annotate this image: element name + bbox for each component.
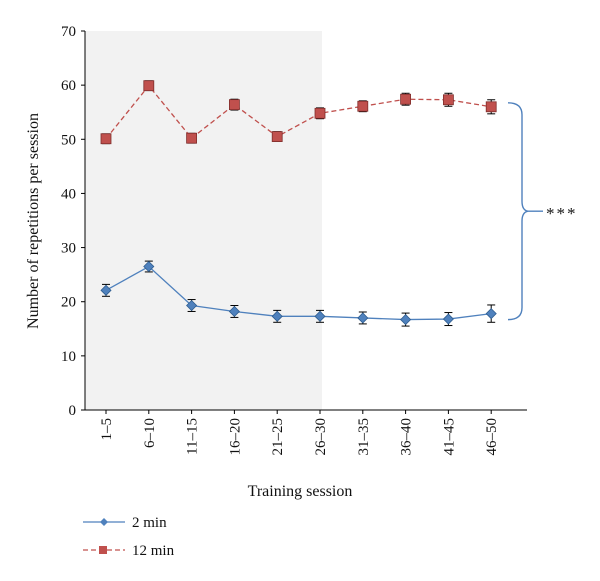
y-tick-label: 20 (61, 295, 76, 311)
bracket-brace (507, 102, 543, 321)
data-point (271, 131, 283, 142)
x-tick-label: 6–10 (142, 418, 158, 448)
legend-marker (100, 518, 108, 526)
y-tick-label: 40 (61, 186, 76, 202)
x-tick-label: 36–40 (399, 418, 415, 456)
y-tick-label: 10 (61, 349, 76, 365)
data-point (485, 308, 497, 320)
plot-area (85, 31, 322, 410)
data-point (186, 299, 198, 312)
y-axis-title: Number of repetitions per session (25, 113, 42, 329)
data-point (314, 107, 326, 119)
data-point (143, 260, 155, 273)
x-tick-label: 46–50 (484, 418, 500, 456)
data-point (442, 94, 454, 106)
y-tick-label: 0 (69, 403, 77, 419)
y-tick-label: 60 (61, 78, 76, 94)
legend-marker (99, 546, 107, 554)
significance-label: *** (546, 204, 578, 223)
data-point (228, 99, 240, 111)
data-point (442, 313, 454, 325)
data-point (314, 310, 326, 322)
y-tick-label: 70 (61, 24, 76, 40)
x-tick-label: 21–25 (270, 418, 286, 456)
legend-label: 12 min (132, 543, 175, 559)
x-tick-label: 31–35 (356, 418, 372, 456)
legend: 2 min 12 min (83, 515, 175, 559)
series-line (105, 265, 492, 321)
data-point (228, 305, 240, 318)
significance-bracket (507, 102, 543, 321)
x-axis-title: Training session (248, 483, 353, 500)
data-point (357, 100, 369, 112)
data-point (143, 80, 155, 92)
x-tick-label: 1–5 (99, 418, 115, 441)
series-line (105, 84, 492, 140)
x-tick-label: 11–15 (185, 418, 201, 455)
data-point (400, 93, 412, 105)
series-1 (100, 80, 497, 145)
y-tick-label: 50 (61, 132, 76, 148)
x-tick-label: 16–20 (227, 418, 243, 456)
x-tick-label: 26–30 (313, 418, 329, 456)
data-point (100, 133, 112, 145)
x-tick-label: 41–45 (441, 418, 457, 456)
data-point (400, 314, 412, 326)
data-point (357, 312, 369, 324)
axes: 0 10 20 30 40 50 60 70 1–5 6–10 11–15 16–20 21–25 26–… (61, 24, 527, 456)
y-tick-label: 30 (61, 241, 76, 257)
data-point (271, 310, 283, 322)
data-point (485, 101, 497, 113)
series-group (100, 80, 497, 327)
series-0 (100, 260, 497, 327)
legend-item-1: 12 min (83, 543, 175, 559)
data-point (186, 132, 198, 144)
legend-label: 2 min (132, 515, 167, 531)
data-point (100, 284, 112, 296)
legend-item-0: 2 min (83, 515, 167, 531)
